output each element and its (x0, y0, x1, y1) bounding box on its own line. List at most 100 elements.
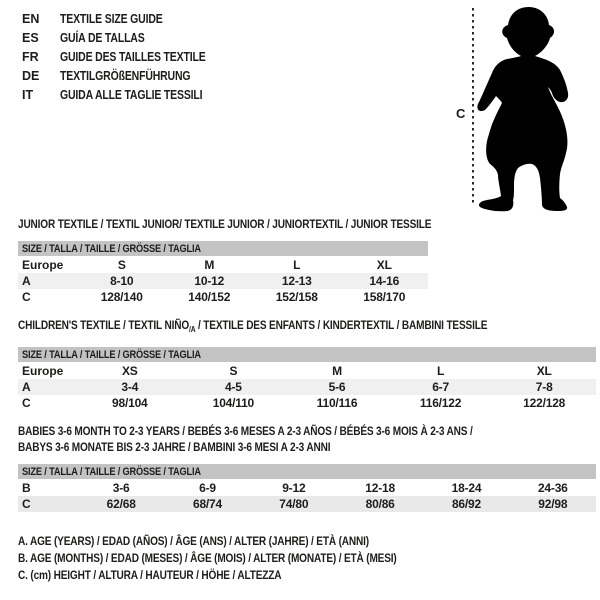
childrens-textile-section: CHILDREN'S TEXTILE / TEXTIL NIÑO/A / TEX… (18, 318, 596, 413)
babies-section-title-text: BABIES 3-6 MONTH TO 2-3 YEARS / BEBÉS 3-… (18, 424, 473, 438)
table-cell: 110/116 (316, 396, 358, 410)
language-title: TEXTILGRÖßENFÜHRUNG (60, 68, 191, 83)
footnote-b: B. AGE (MONTHS) / EDAD (MESES) / ÂGE (MO… (18, 551, 469, 568)
row-label: A (22, 380, 31, 394)
table-cell: 92/98 (538, 497, 568, 511)
table-cell: L (293, 258, 301, 272)
table-row: A 8-10 10-12 12-13 14-16 (18, 273, 428, 289)
table-cell: 98/104 (112, 396, 148, 410)
table-cell: 14-16 (369, 274, 400, 288)
language-row-de: DE TEXTILGRÖßENFÜHRUNG (22, 66, 233, 85)
language-code: FR (22, 49, 39, 64)
table-cell: 9-12 (282, 481, 306, 495)
footnote-text: B. AGE (MONTHS) / EDAD (MESES) / ÂGE (MO… (18, 551, 397, 565)
title-part: CHILDREN'S TEXTILE / TEXTIL NIÑO (18, 318, 190, 332)
table-cell: 6-9 (199, 481, 216, 495)
table-row: A 3-4 4-5 5-6 6-7 7-8 (18, 379, 596, 395)
table-cell: M (204, 258, 215, 272)
language-title-list: EN TEXTILE SIZE GUIDE ES GUÍA DE TALLAS … (22, 9, 233, 104)
row-label: B (22, 481, 31, 495)
babies-textile-section: BABIES 3-6 MONTH TO 2-3 YEARS / BEBÉS 3-… (18, 424, 596, 514)
row-label: Europe (22, 364, 64, 378)
table-cell: 8-10 (110, 274, 134, 288)
language-code: ES (22, 30, 39, 45)
table-cell: 62/68 (106, 497, 136, 511)
language-code: DE (22, 68, 40, 83)
table-cell: 18-24 (451, 481, 482, 495)
table-row: Europe S M L XL (18, 257, 428, 273)
language-title: GUIDA ALLE TAGLIE TESSILI (60, 87, 203, 102)
footnote-legend: A. AGE (YEARS) / EDAD (AÑOS) / ÂGE (ANS)… (18, 534, 469, 585)
language-code: IT (22, 87, 34, 102)
childrens-section-title: CHILDREN'S TEXTILE / TEXTIL NIÑO/A / TEX… (18, 318, 577, 334)
table-cell: XL (536, 364, 552, 378)
table-row: B 3-6 6-9 9-12 12-18 18-24 24-36 (18, 480, 596, 496)
footnote-c: C. (cm) HEIGHT / ALTURA / HAUTEUR / HÖHE… (18, 568, 469, 585)
size-header-text: SIZE / TALLA / TAILLE / GRÖSSE / TAGLIA (22, 465, 201, 478)
size-header-text: SIZE / TALLA / TAILLE / GRÖSSE / TAGLIA (22, 242, 201, 255)
table-cell: 116/122 (419, 396, 462, 410)
title-subscript: /A (189, 325, 196, 334)
table-cell: 3-4 (121, 380, 139, 394)
table-row: Europe XS S M L XL (18, 363, 596, 379)
row-label: C (22, 396, 31, 410)
table-cell: 10-12 (194, 274, 225, 288)
junior-section-title: JUNIOR TEXTILE / TEXTIL JUNIOR/ TEXTILE … (18, 217, 510, 231)
language-title: GUÍA DE TALLAS (60, 30, 145, 45)
table-cell: 3-6 (112, 481, 130, 495)
language-title: TEXTILE SIZE GUIDE (60, 11, 163, 26)
footnote-text: A. AGE (YEARS) / EDAD (AÑOS) / ÂGE (ANS)… (18, 534, 369, 548)
junior-size-header-bar: SIZE / TALLA / TAILLE / GRÖSSE / TAGLIA (18, 241, 428, 256)
table-cell: 152/158 (275, 290, 318, 304)
language-row-en: EN TEXTILE SIZE GUIDE (22, 9, 233, 28)
table-cell: 4-5 (225, 380, 242, 394)
table-cell: 68/74 (192, 497, 222, 511)
table-cell: 24-36 (537, 481, 568, 495)
junior-textile-section: JUNIOR TEXTILE / TEXTIL JUNIOR/ TEXTILE … (18, 217, 431, 307)
table-cell: 140/152 (188, 290, 231, 304)
childrens-size-header-bar: SIZE / TALLA / TAILLE / GRÖSSE / TAGLIA (18, 347, 596, 362)
table-cell: M (332, 364, 342, 378)
height-measure-label: C (456, 106, 466, 121)
title-part: / TEXTILE DES ENFANTS / KINDERTEXTIL / B… (195, 318, 488, 332)
table-cell: L (437, 364, 445, 378)
table-cell: 74/80 (279, 497, 309, 511)
table-cell: 12-18 (365, 481, 395, 495)
row-label: A (22, 274, 31, 288)
table-cell: XL (376, 258, 392, 272)
table-cell: 80/86 (365, 497, 395, 511)
table-cell: 104/110 (212, 396, 255, 410)
language-row-fr: FR GUIDE DES TAILLES TEXTILE (22, 47, 233, 66)
toddler-silhouette (477, 7, 569, 212)
language-code: EN (22, 11, 40, 26)
table-row: C 62/68 68/74 74/80 80/86 86/92 92/98 (18, 496, 596, 512)
toddler-silhouette-figure (472, 7, 569, 212)
childrens-section-title-text: CHILDREN'S TEXTILE / TEXTIL NIÑO/A / TEX… (18, 318, 487, 334)
table-cell: S (117, 258, 126, 272)
language-row-es: ES GUÍA DE TALLAS (22, 28, 233, 47)
babies-section-title-line2: BABYS 3-6 MONATE BIS 2-3 JAHRE / BAMBINI… (18, 440, 390, 454)
row-label: C (22, 290, 31, 304)
footnote-text: C. (cm) HEIGHT / ALTURA / HAUTEUR / HÖHE… (18, 568, 282, 582)
language-title: GUIDE DES TAILLES TEXTILE (60, 49, 206, 64)
size-header-text: SIZE / TALLA / TAILLE / GRÖSSE / TAGLIA (22, 348, 201, 361)
babies-section-title-line1: BABIES 3-6 MONTH TO 2-3 YEARS / BEBÉS 3-… (18, 424, 559, 438)
language-row-it: IT GUIDA ALLE TAGLIE TESSILI (22, 85, 233, 104)
footnote-a: A. AGE (YEARS) / EDAD (AÑOS) / ÂGE (ANS)… (18, 534, 469, 551)
table-cell: 6-7 (432, 380, 449, 394)
table-cell: 86/92 (451, 497, 481, 511)
table-cell: 5-6 (328, 380, 346, 394)
junior-section-title-text: JUNIOR TEXTILE / TEXTIL JUNIOR/ TEXTILE … (18, 217, 432, 231)
table-cell: 128/140 (100, 290, 143, 304)
babies-size-header-bar: SIZE / TALLA / TAILLE / GRÖSSE / TAGLIA (18, 464, 596, 479)
table-cell: 158/170 (363, 290, 406, 304)
table-cell: 7-8 (535, 380, 553, 394)
table-cell: 12-13 (281, 274, 312, 288)
table-cell: 122/128 (523, 396, 566, 410)
table-row: C 98/104 104/110 110/116 116/122 122/128 (18, 395, 596, 411)
table-cell: XS (121, 364, 138, 378)
row-label: Europe (22, 258, 64, 272)
row-label: C (22, 497, 31, 511)
table-cell: S (229, 364, 238, 378)
table-row: C 128/140 140/152 152/158 158/170 (18, 289, 428, 305)
